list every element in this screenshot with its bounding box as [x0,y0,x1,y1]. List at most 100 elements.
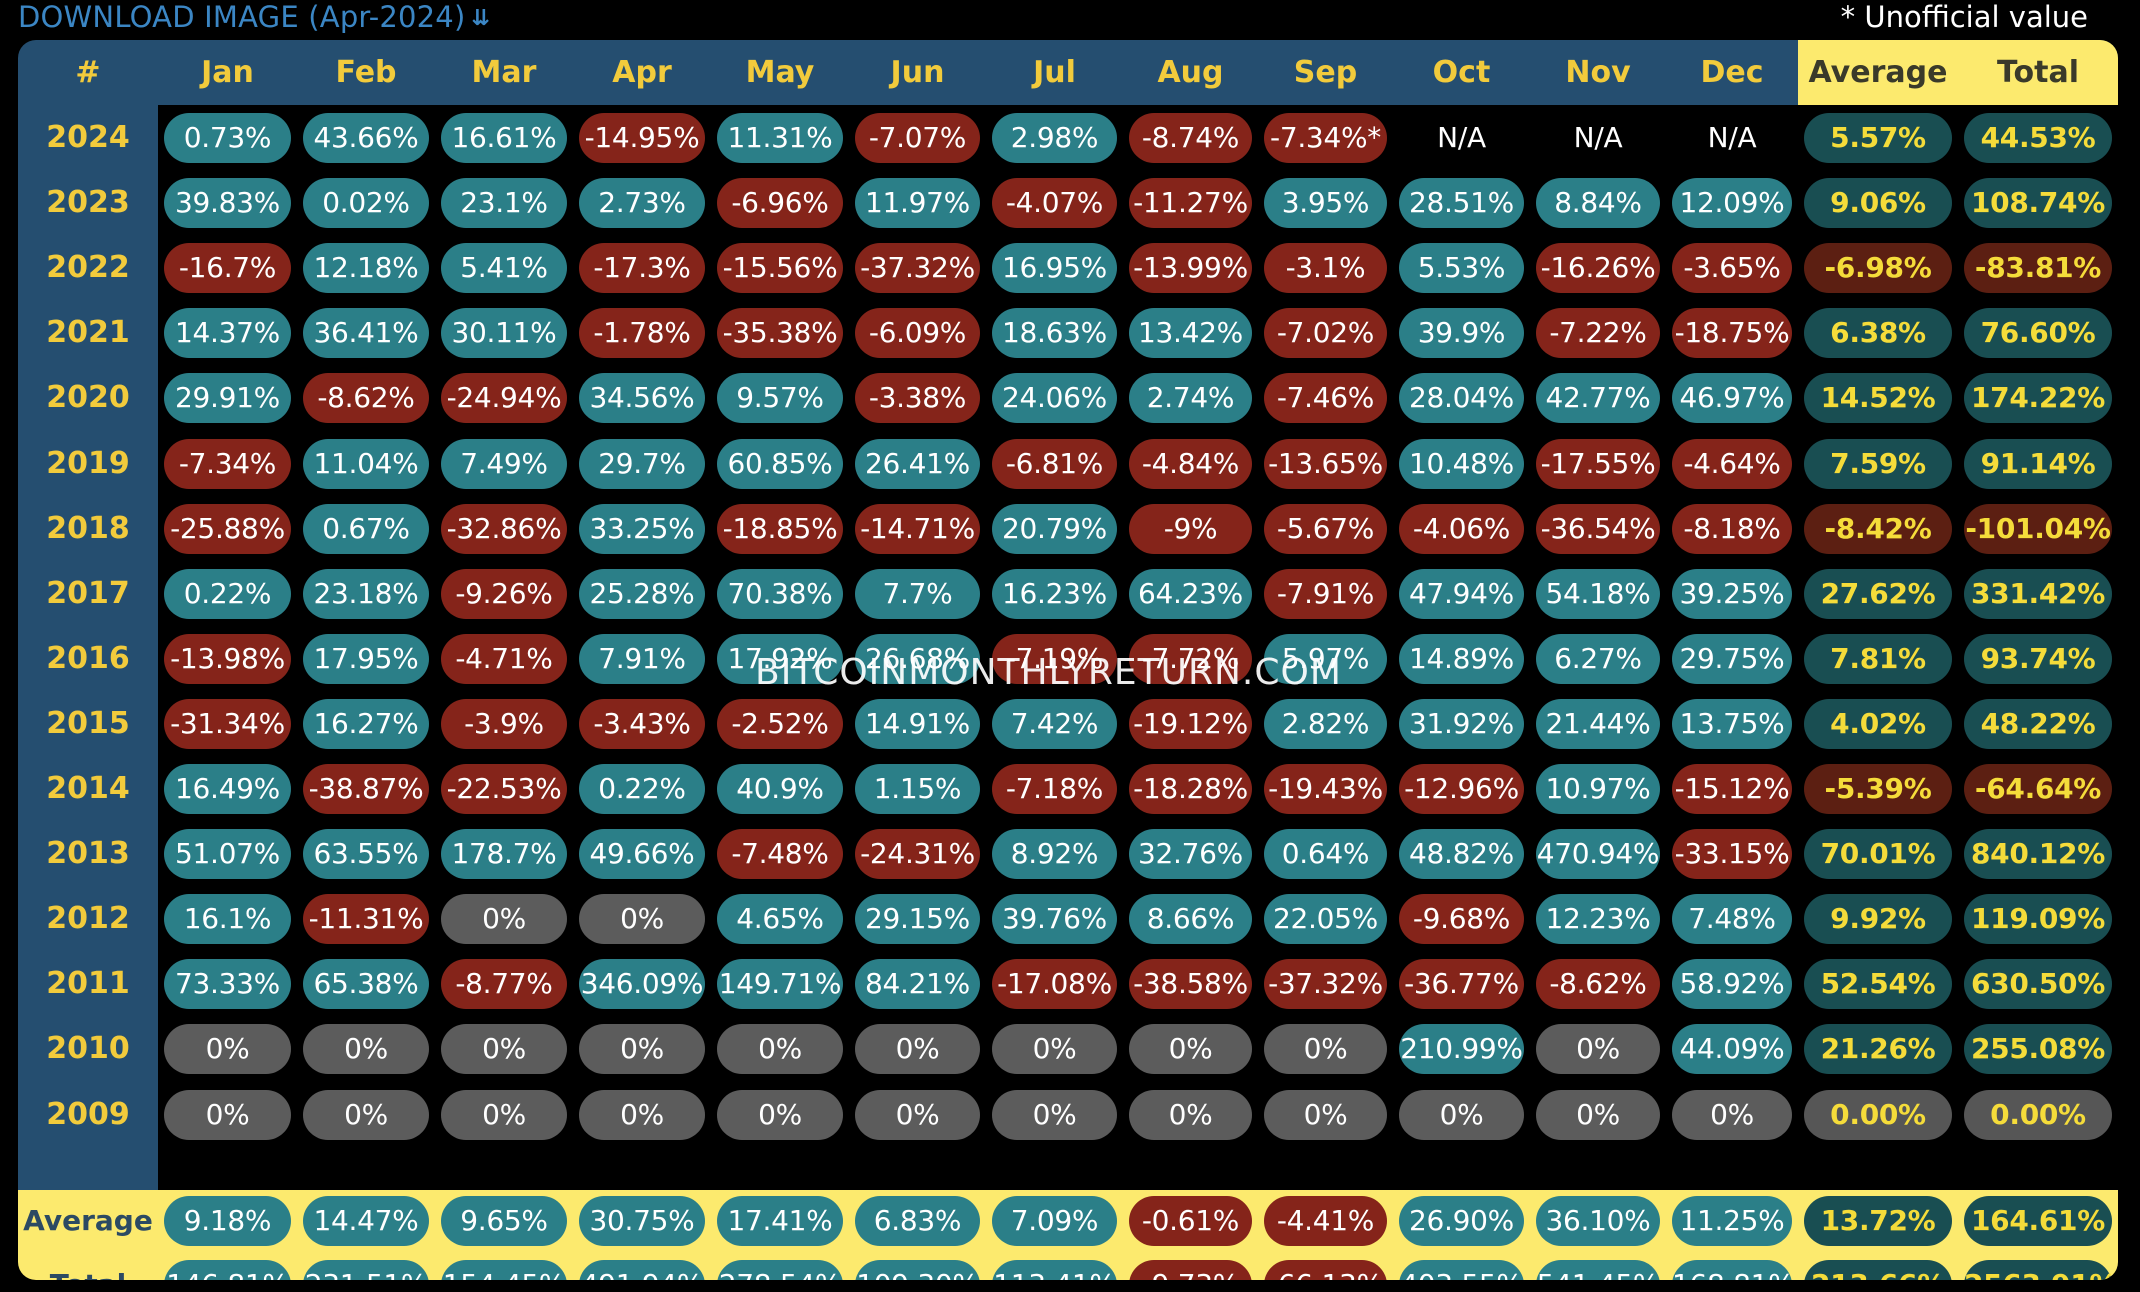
return-cell: 14.91% [855,698,980,749]
footer-cell: 6.83% [855,1196,980,1246]
return-cell: 0.22% [579,764,705,814]
header-oct: Oct [1432,55,1491,90]
return-cell: 0% [579,894,705,945]
header-summary-bg [1798,40,2118,105]
year-label: 2011 [46,966,130,1002]
return-cell: -14.95% [579,113,705,163]
return-cell: 0% [717,1024,843,1075]
year-column [18,105,158,1190]
header-jun: Jun [890,55,945,90]
row-average-cell: 9.92% [1804,894,1952,945]
return-cell: 30.11% [441,308,567,359]
year-label: 2020 [46,380,130,416]
return-cell: -7.48% [717,829,843,880]
return-cell: 7.49% [441,438,567,489]
row-total-cell: 0.00% [1964,1089,2112,1140]
footer-cell: 231.51% [303,1260,429,1280]
return-cell: -24.94% [441,373,567,424]
return-cell: 0% [855,1089,980,1140]
return-cell: 70.38% [717,568,843,619]
row-total-cell: 119.09% [1964,894,2112,945]
return-cell: 210.99% [1399,1024,1524,1075]
return-cell: 63.55% [303,829,429,880]
return-cell: 7.48% [1672,894,1792,945]
return-cell: 31.92% [1399,698,1524,749]
return-cell: 29.15% [855,894,980,945]
row-average-cell: -5.39% [1804,764,1952,814]
return-cell: -4.06% [1399,503,1524,554]
return-cell: 39.83% [164,178,291,229]
row-total-cell: 630.50% [1964,959,2112,1010]
return-cell: -16.26% [1536,243,1660,294]
return-cell: 32.76% [1129,829,1252,880]
row-total-cell: 255.08% [1964,1024,2112,1075]
return-cell: -4.64% [1672,438,1792,489]
return-cell: 2.98% [992,113,1117,163]
row-average-cell: 7.59% [1804,438,1952,489]
return-cell: 39.76% [992,894,1117,945]
unofficial-value-note: * Unofficial value [1840,0,2088,34]
return-cell: 6.27% [1536,633,1660,684]
return-cell: 47.94% [1399,568,1524,619]
row-average-cell: -6.98% [1804,243,1952,294]
return-cell: -7.91% [1264,568,1387,619]
footer-label-total: Total [18,1252,158,1280]
footer-average-cell: 213.66% [1804,1260,1952,1280]
return-cell: -12.96% [1399,764,1524,814]
row-average-cell: 0.00% [1804,1089,1952,1140]
return-cell: -9% [1129,503,1252,554]
return-cell: -7.34% [164,438,291,489]
return-cell: -17.55% [1536,438,1660,489]
return-cell: -4.71% [441,633,567,684]
year-label: 2021 [46,315,130,351]
return-cell: -15.12% [1672,764,1792,814]
download-image-link[interactable]: DOWNLOAD IMAGE (Apr-2024) ⇊ [18,0,490,36]
return-cell: 8.66% [1129,894,1252,945]
top-bar: DOWNLOAD IMAGE (Apr-2024) ⇊ * Unofficial … [0,0,2140,40]
row-total-cell: 44.53% [1964,113,2112,163]
return-cell: 36.41% [303,308,429,359]
return-cell: 26.41% [855,438,980,489]
footer-cell: 168.81% [1672,1260,1795,1280]
return-cell: N/A [1573,121,1623,154]
row-average-cell: 21.26% [1804,1024,1952,1075]
return-cell: 12.18% [303,243,429,294]
return-cell: 1.15% [855,764,980,814]
return-cell: 28.51% [1399,178,1524,229]
row-average-cell: 4.02% [1804,698,1952,749]
return-cell: 0% [1536,1089,1660,1140]
return-cell: -3.38% [855,373,980,424]
return-cell: 22.05% [1264,894,1387,945]
return-cell: 0% [717,1089,843,1140]
return-cell: 0% [441,894,567,945]
return-cell: -7.07% [855,113,980,163]
return-cell: -19.43% [1264,764,1387,814]
return-cell: 5.41% [441,243,567,294]
return-cell: 0% [164,1089,291,1140]
return-cell: -24.31% [855,829,980,880]
return-cell: -7.18% [992,764,1117,814]
return-cell: 7.91% [579,633,705,684]
return-cell: 64.23% [1129,568,1252,619]
header-row [18,40,2118,105]
return-cell: 2.74% [1129,373,1252,424]
return-cell: 7.42% [992,698,1117,749]
return-cell: -2.52% [717,698,843,749]
return-cell: -32.86% [441,503,567,554]
return-cell: 0% [1536,1024,1660,1075]
row-average-cell: 7.81% [1804,633,1952,684]
return-cell: 23.18% [303,568,429,619]
return-cell: 0.67% [303,503,429,554]
footer-cell: 278.54% [717,1260,843,1280]
return-cell: 0% [441,1024,567,1075]
return-cell: -8.74% [1129,113,1252,163]
row-total-cell: 76.60% [1964,308,2112,359]
return-cell: -8.18% [1672,503,1792,554]
row-average-cell: 6.38% [1804,308,1952,359]
return-cell: -7.22% [1536,308,1660,359]
footer-total-cell: 2563.91% [1964,1260,2117,1280]
return-cell: 346.09% [579,959,705,1010]
footer-cell: -9.73% [1129,1260,1252,1280]
return-cell: 51.07% [164,829,291,880]
return-cell: 49.66% [579,829,705,880]
